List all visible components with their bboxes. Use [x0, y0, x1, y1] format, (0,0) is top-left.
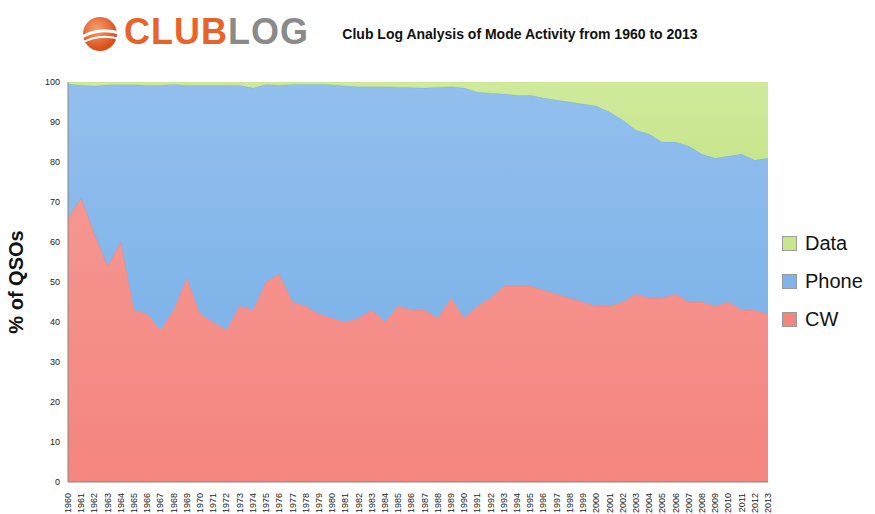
svg-text:1966: 1966: [142, 493, 152, 513]
svg-text:1981: 1981: [340, 493, 350, 513]
svg-text:1997: 1997: [552, 493, 562, 513]
svg-text:2008: 2008: [697, 493, 707, 513]
svg-text:1963: 1963: [103, 493, 113, 513]
svg-text:2009: 2009: [710, 493, 720, 513]
svg-text:80: 80: [50, 157, 60, 167]
svg-text:1964: 1964: [116, 493, 126, 513]
html-text:Data: Data: [805, 231, 848, 254]
svg-text:1975: 1975: [261, 493, 271, 513]
html-text:CW: CW: [805, 307, 839, 330]
svg-text:1983: 1983: [367, 493, 377, 513]
svg-text:30: 30: [50, 357, 60, 367]
svg-text:10: 10: [50, 437, 60, 447]
svg-text:1990: 1990: [459, 493, 469, 513]
svg-text:2004: 2004: [644, 493, 654, 513]
svg-text:1985: 1985: [393, 493, 403, 513]
svg-text:1995: 1995: [525, 493, 535, 513]
svg-text:2006: 2006: [671, 493, 681, 513]
svg-text:1960: 1960: [63, 493, 73, 513]
svg-text:90: 90: [50, 117, 60, 127]
svg-text:1988: 1988: [433, 493, 443, 513]
html-text:Club Log Analysis of Mode Acti: Club Log Analysis of Mode Activity from …: [342, 26, 698, 42]
svg-text:2003: 2003: [631, 493, 641, 513]
svg-text:1961: 1961: [76, 493, 86, 513]
svg-text:1998: 1998: [565, 493, 575, 513]
html-text:CLUB LOG: CLUB LOG: [124, 11, 309, 52]
svg-text:1980: 1980: [327, 493, 337, 513]
svg-text:1973: 1973: [235, 493, 245, 513]
svg-text:2010: 2010: [723, 493, 733, 513]
svg-text:1994: 1994: [512, 493, 522, 513]
svg-text:1978: 1978: [301, 493, 311, 513]
svg-text:1967: 1967: [155, 493, 165, 513]
svg-text:1974: 1974: [248, 493, 258, 513]
svg-text:1982: 1982: [354, 493, 364, 513]
svg-text:1993: 1993: [499, 493, 509, 513]
svg-text:1968: 1968: [169, 493, 179, 513]
svg-text:2007: 2007: [684, 493, 694, 513]
svg-text:% of QSOs: % of QSOs: [8, 230, 27, 333]
svg-text:2011: 2011: [737, 493, 747, 512]
svg-text:2012: 2012: [750, 493, 760, 513]
svg-text:100: 100: [45, 77, 60, 87]
svg-text:1992: 1992: [486, 493, 496, 513]
svg-text:1972: 1972: [221, 493, 231, 513]
svg-text:1984: 1984: [380, 493, 390, 513]
svg-text:2013: 2013: [763, 493, 773, 513]
svg-text:2001: 2001: [605, 493, 615, 513]
svg-text:50: 50: [50, 277, 60, 287]
svg-text:2000: 2000: [591, 493, 601, 513]
svg-text:1971: 1971: [208, 493, 218, 513]
svg-text:1979: 1979: [314, 493, 324, 513]
svg-text:1987: 1987: [420, 493, 430, 513]
svg-text:1991: 1991: [472, 493, 482, 513]
svg-text:60: 60: [50, 237, 60, 247]
svg-text:1962: 1962: [89, 493, 99, 513]
svg-text:2002: 2002: [618, 493, 628, 513]
svg-text:1986: 1986: [406, 493, 416, 513]
svg-text:2005: 2005: [657, 493, 667, 513]
html-text:Phone: Phone: [805, 269, 863, 292]
svg-text:1999: 1999: [578, 493, 588, 513]
svg-text:1989: 1989: [446, 493, 456, 513]
svg-text:1970: 1970: [195, 493, 205, 513]
svg-text:1965: 1965: [129, 493, 139, 513]
svg-text:70: 70: [50, 197, 60, 207]
svg-text:1969: 1969: [182, 493, 192, 513]
svg-text:1977: 1977: [288, 493, 298, 513]
svg-text:0: 0: [55, 477, 60, 487]
svg-text:1996: 1996: [538, 493, 548, 513]
svg-text:1976: 1976: [274, 493, 284, 513]
svg-text:40: 40: [50, 317, 60, 327]
svg-text:20: 20: [50, 397, 60, 407]
